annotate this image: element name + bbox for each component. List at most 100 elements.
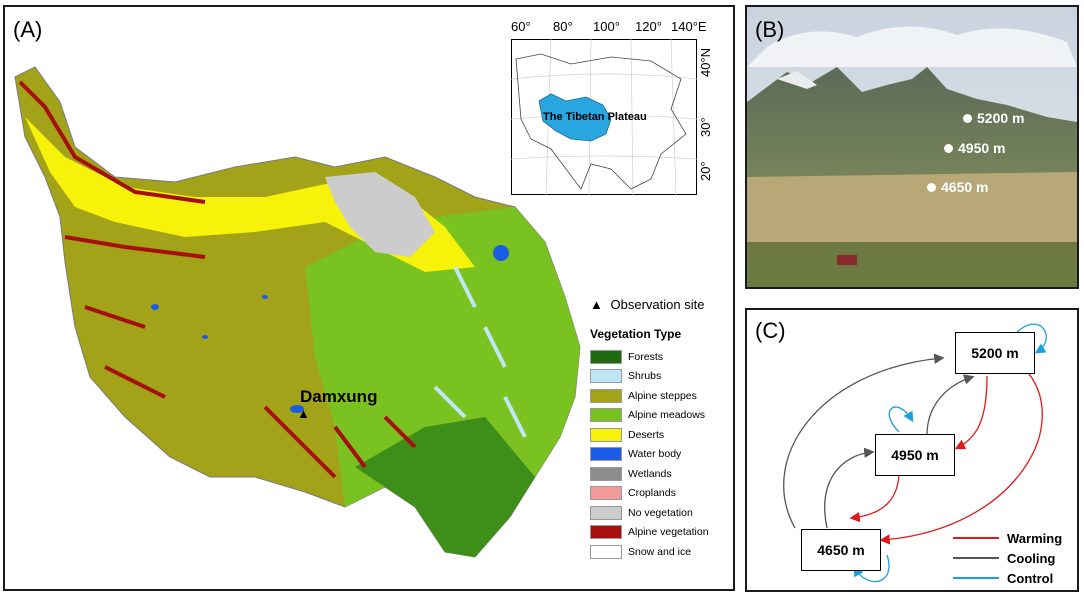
lake-west bbox=[151, 304, 159, 310]
site-dot-4950 bbox=[944, 144, 953, 153]
inset-map: 60° 80° 100° 120° 140°E The Tibetan Plat… bbox=[505, 19, 715, 199]
legend-control: Control bbox=[953, 568, 1073, 588]
legend-item: Wetlands bbox=[590, 464, 730, 484]
inset-lon-label: 100° bbox=[593, 19, 620, 34]
cooling-arrow-4950-to-5200 bbox=[926, 374, 975, 436]
inset-plateau-label: The Tibetan Plateau bbox=[543, 111, 647, 123]
inset-frame bbox=[511, 39, 697, 195]
inset-lat-label: 20° bbox=[698, 161, 713, 181]
diagram-legend: Warming Cooling Control bbox=[953, 528, 1073, 588]
observation-legend-label: Observation site bbox=[610, 297, 705, 312]
legend-item: Alpine steppes bbox=[590, 386, 730, 406]
warming-label: Warming bbox=[1007, 530, 1063, 546]
legend-item: No vegetation bbox=[590, 503, 730, 523]
legend-item-label: Alpine meadows bbox=[628, 409, 706, 422]
node-5200: 5200 m bbox=[955, 332, 1035, 374]
legend-item-label: No vegetation bbox=[628, 506, 693, 519]
elevation-label-5200: 5200 m bbox=[977, 110, 1025, 126]
lake-center bbox=[262, 295, 268, 299]
legend-item-label: Snow and ice bbox=[628, 545, 692, 558]
map-legend: ▲ Observation site Vegetation Type Fores… bbox=[590, 297, 730, 562]
inset-plateau bbox=[538, 93, 612, 142]
legend-swatch bbox=[590, 408, 622, 423]
panel-a-label: (A) bbox=[13, 17, 43, 42]
transplant-arrows bbox=[783, 323, 1047, 583]
panel-b-photo: (B) 5200 m 4950 m 4650 m bbox=[745, 5, 1079, 289]
inset-lat-label: 40°N bbox=[698, 47, 713, 77]
lake-north bbox=[493, 245, 509, 261]
legend-swatch bbox=[590, 447, 622, 462]
legend-swatch bbox=[590, 544, 622, 559]
lake-namco bbox=[290, 405, 304, 413]
warming-arrow-5200-to-4950 bbox=[954, 375, 988, 450]
lake-west-2 bbox=[202, 335, 208, 339]
legend-swatch bbox=[590, 349, 622, 364]
legend-item: Alpine meadows bbox=[590, 406, 730, 426]
cooling-arrow-4650-to-5200 bbox=[783, 353, 945, 529]
legend-swatch bbox=[590, 486, 622, 501]
legend-item: Alpine vegetation bbox=[590, 523, 730, 543]
legend-item: Forests bbox=[590, 347, 730, 367]
legend-swatch bbox=[590, 466, 622, 481]
panel-c-transplant-diagram: (C) 5200 m 4950 m 4650 m Warming Cooling bbox=[745, 308, 1079, 592]
legend-item: Water body bbox=[590, 445, 730, 465]
legend-item-label: Shrubs bbox=[628, 370, 662, 383]
elevation-label-4650: 4650 m bbox=[941, 179, 989, 195]
control-loop-4650 bbox=[853, 554, 890, 583]
legend-swatch bbox=[590, 427, 622, 442]
mountain-range bbox=[747, 67, 1077, 207]
legend-warming: Warming bbox=[953, 528, 1073, 548]
inset-lon-label: 140°E bbox=[671, 19, 707, 34]
shrubs-speckle bbox=[433, 266, 527, 438]
legend-item-label: Wetlands bbox=[628, 467, 672, 480]
inset-lon-label: 60° bbox=[511, 19, 531, 34]
node-4650: 4650 m bbox=[801, 529, 881, 571]
legend-swatch bbox=[590, 369, 622, 384]
node-4950: 4950 m bbox=[875, 434, 955, 476]
legend-item: Croplands bbox=[590, 484, 730, 504]
inset-lon-label: 80° bbox=[553, 19, 573, 34]
legend-item: Shrubs bbox=[590, 367, 730, 387]
observation-legend-icon: ▲ bbox=[590, 297, 603, 312]
forests-region bbox=[355, 417, 535, 557]
tibetan-plateau-map bbox=[14, 66, 581, 558]
legend-items: Forests Shrubs Alpine steppes Alpine meadow… bbox=[590, 347, 730, 562]
legend-item-label: Forests bbox=[628, 350, 664, 363]
warming-arrow-5200-to-4650 bbox=[879, 365, 1043, 545]
cooling-line-swatch bbox=[953, 557, 999, 559]
legend-item-label: Water body bbox=[628, 448, 682, 461]
observation-legend: ▲ Observation site bbox=[590, 297, 730, 315]
legend-item-label: Alpine vegetation bbox=[628, 526, 709, 539]
legend-item-label: Alpine steppes bbox=[628, 389, 697, 402]
panel-b-label: (B) bbox=[755, 17, 785, 42]
legend-item-label: Deserts bbox=[628, 428, 665, 441]
inset-lon-label: 120° bbox=[635, 19, 662, 34]
elevation-label-4950: 4950 m bbox=[958, 140, 1006, 156]
observation-site-marker: ▲ bbox=[297, 406, 310, 421]
site-name-damxung: Damxung bbox=[300, 387, 378, 406]
legend-cooling: Cooling bbox=[953, 548, 1073, 568]
legend-swatch bbox=[590, 388, 622, 403]
warming-line-swatch bbox=[953, 537, 999, 539]
site-dot-5200 bbox=[963, 114, 972, 123]
inset-lon-labels: 60° 80° 100° 120° 140°E bbox=[511, 19, 711, 37]
control-label: Control bbox=[1007, 570, 1054, 586]
no-vegetation-region bbox=[325, 172, 435, 257]
legend-swatch bbox=[590, 505, 622, 520]
site-dot-4650 bbox=[927, 183, 936, 192]
panel-a-vegetation-map: (A) ▲ Damxung 60° 80° 100° 120° 140°E bbox=[3, 5, 735, 591]
warming-arrow-4950-to-4650 bbox=[849, 474, 900, 523]
panel-c-label: (C) bbox=[755, 318, 786, 343]
control-loop-5200 bbox=[1016, 323, 1047, 354]
legend-swatch bbox=[590, 525, 622, 540]
inset-lat-label: 30° bbox=[698, 117, 713, 137]
legend-item: Deserts bbox=[590, 425, 730, 445]
control-line-swatch bbox=[953, 577, 999, 579]
alpine-vegetation-streaks bbox=[18, 80, 417, 479]
cooling-label: Cooling bbox=[1007, 550, 1056, 566]
cooling-arrow-4650-to-4950 bbox=[824, 447, 875, 529]
mountain-photo bbox=[747, 7, 1077, 287]
legend-item-label: Croplands bbox=[628, 487, 676, 500]
control-loop-4950 bbox=[888, 406, 914, 433]
legend-title: Vegetation Type bbox=[590, 327, 682, 341]
